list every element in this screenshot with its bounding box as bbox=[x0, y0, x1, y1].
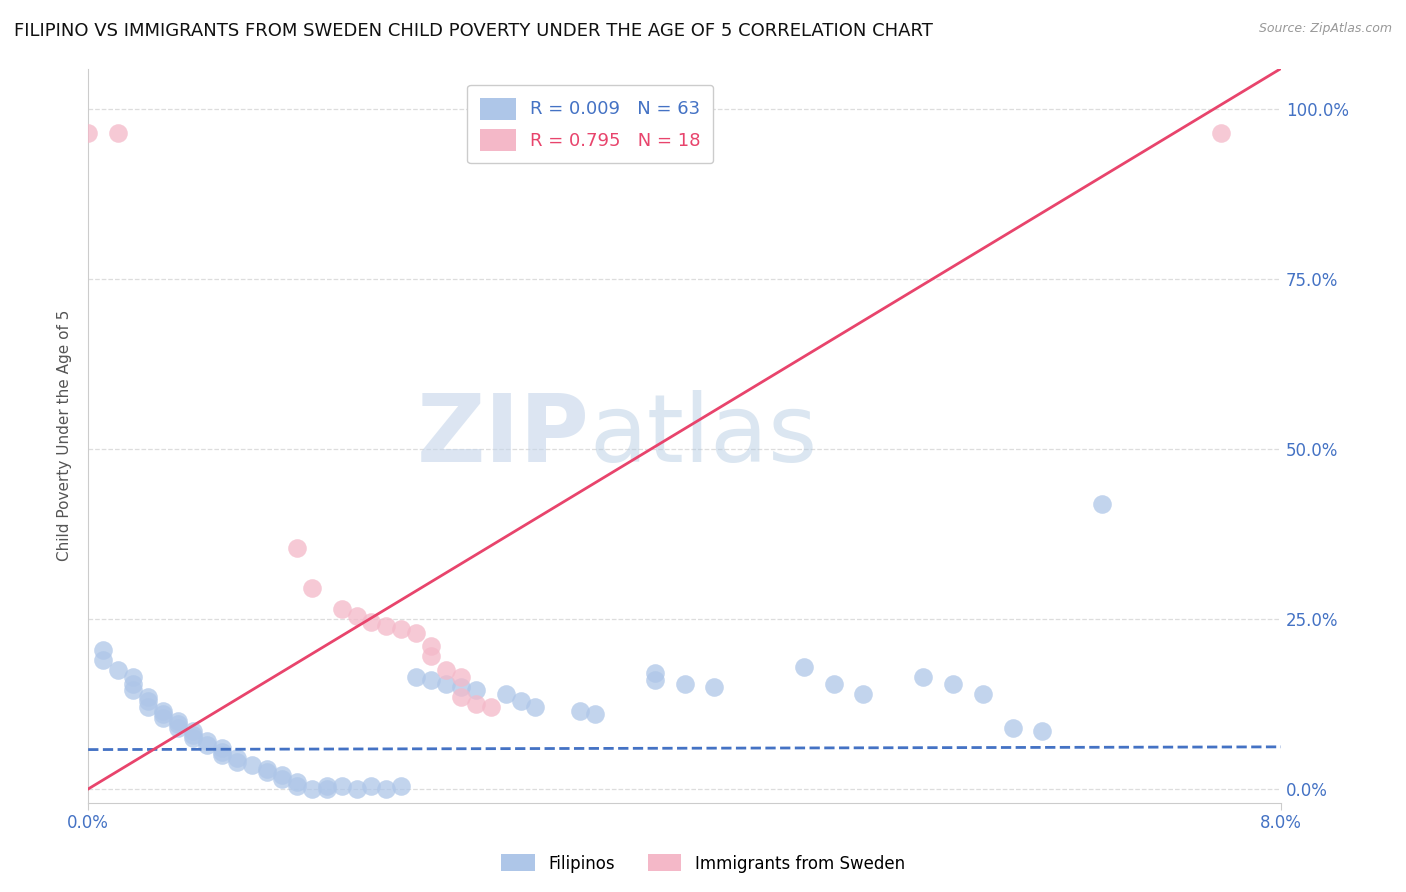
Point bbox=[420, 649, 443, 664]
Point bbox=[315, 782, 337, 797]
Point bbox=[136, 690, 159, 705]
Point bbox=[375, 782, 398, 797]
Point bbox=[122, 676, 145, 690]
Point bbox=[122, 670, 145, 684]
Point bbox=[271, 772, 294, 786]
Point bbox=[346, 608, 368, 623]
Point bbox=[226, 755, 249, 769]
Point bbox=[285, 775, 308, 789]
Point bbox=[91, 642, 114, 657]
Point bbox=[330, 779, 353, 793]
Point bbox=[703, 680, 725, 694]
Point bbox=[107, 663, 129, 677]
Point bbox=[136, 693, 159, 707]
Point bbox=[107, 126, 129, 140]
Point bbox=[972, 687, 994, 701]
Point bbox=[181, 731, 204, 745]
Point bbox=[912, 670, 935, 684]
Point bbox=[1001, 721, 1024, 735]
Text: ZIP: ZIP bbox=[416, 390, 589, 482]
Point bbox=[464, 697, 486, 711]
Point bbox=[91, 653, 114, 667]
Text: FILIPINO VS IMMIGRANTS FROM SWEDEN CHILD POVERTY UNDER THE AGE OF 5 CORRELATION : FILIPINO VS IMMIGRANTS FROM SWEDEN CHILD… bbox=[14, 22, 934, 40]
Point bbox=[226, 751, 249, 765]
Point bbox=[211, 741, 233, 756]
Point bbox=[450, 690, 472, 705]
Point bbox=[793, 659, 815, 673]
Point bbox=[509, 693, 531, 707]
Text: atlas: atlas bbox=[589, 390, 817, 482]
Point bbox=[852, 687, 875, 701]
Point bbox=[181, 728, 204, 742]
Point bbox=[256, 762, 278, 776]
Point bbox=[479, 700, 502, 714]
Point bbox=[166, 717, 188, 731]
Point bbox=[420, 640, 443, 654]
Point bbox=[673, 676, 696, 690]
Point bbox=[240, 758, 263, 772]
Legend: R = 0.009   N = 63, R = 0.795   N = 18: R = 0.009 N = 63, R = 0.795 N = 18 bbox=[467, 85, 713, 163]
Point bbox=[405, 670, 427, 684]
Point bbox=[464, 683, 486, 698]
Point bbox=[77, 126, 100, 140]
Point bbox=[122, 683, 145, 698]
Point bbox=[389, 622, 412, 636]
Legend: Filipinos, Immigrants from Sweden: Filipinos, Immigrants from Sweden bbox=[495, 847, 911, 880]
Point bbox=[152, 707, 174, 722]
Point bbox=[360, 779, 382, 793]
Point bbox=[495, 687, 517, 701]
Point bbox=[197, 738, 219, 752]
Point bbox=[360, 615, 382, 630]
Point bbox=[644, 666, 666, 681]
Point bbox=[271, 768, 294, 782]
Point bbox=[301, 782, 323, 797]
Point bbox=[1211, 126, 1233, 140]
Point bbox=[285, 779, 308, 793]
Point bbox=[181, 724, 204, 739]
Point bbox=[136, 700, 159, 714]
Point bbox=[450, 670, 472, 684]
Point bbox=[823, 676, 845, 690]
Point bbox=[583, 707, 606, 722]
Text: Source: ZipAtlas.com: Source: ZipAtlas.com bbox=[1258, 22, 1392, 36]
Point bbox=[644, 673, 666, 688]
Point bbox=[301, 582, 323, 596]
Point bbox=[942, 676, 965, 690]
Point bbox=[375, 619, 398, 633]
Point bbox=[1091, 496, 1114, 510]
Point bbox=[524, 700, 547, 714]
Point bbox=[166, 721, 188, 735]
Point bbox=[197, 734, 219, 748]
Point bbox=[166, 714, 188, 728]
Y-axis label: Child Poverty Under the Age of 5: Child Poverty Under the Age of 5 bbox=[58, 310, 72, 561]
Point bbox=[389, 779, 412, 793]
Point bbox=[211, 747, 233, 762]
Point bbox=[346, 782, 368, 797]
Point bbox=[569, 704, 592, 718]
Point bbox=[256, 764, 278, 779]
Point bbox=[152, 711, 174, 725]
Point bbox=[211, 745, 233, 759]
Point bbox=[420, 673, 443, 688]
Point bbox=[330, 602, 353, 616]
Point bbox=[315, 779, 337, 793]
Point bbox=[450, 680, 472, 694]
Point bbox=[1031, 724, 1053, 739]
Point bbox=[434, 663, 457, 677]
Point bbox=[285, 541, 308, 555]
Point bbox=[152, 704, 174, 718]
Point bbox=[434, 676, 457, 690]
Point bbox=[405, 625, 427, 640]
